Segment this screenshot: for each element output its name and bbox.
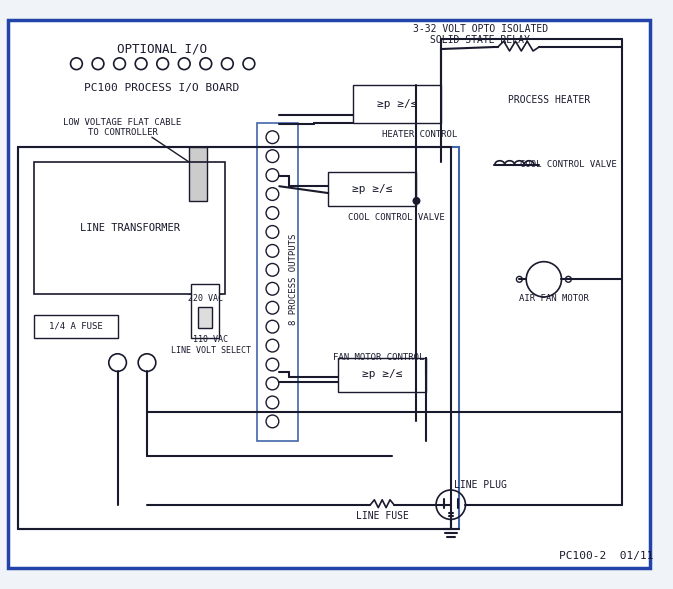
Text: PROCESS HEATER: PROCESS HEATER <box>507 95 590 105</box>
Text: PC100 PROCESS I/O BOARD: PC100 PROCESS I/O BOARD <box>84 83 240 93</box>
Text: OPTIONAL I/O: OPTIONAL I/O <box>116 42 207 55</box>
Bar <box>191 284 219 338</box>
Text: LINE FUSE: LINE FUSE <box>356 511 409 521</box>
Text: COOL CONTROL VALVE: COOL CONTROL VALVE <box>520 160 616 169</box>
Bar <box>189 147 207 201</box>
Text: 8 PROCESS OUTPUTS: 8 PROCESS OUTPUTS <box>289 234 298 325</box>
Bar <box>328 171 417 206</box>
Text: ≥p ≥/≤: ≥p ≥/≤ <box>362 369 402 379</box>
Text: 1/4 A FUSE: 1/4 A FUSE <box>48 322 102 331</box>
Text: LINE PLUG: LINE PLUG <box>454 480 507 490</box>
Bar <box>34 315 118 338</box>
Bar <box>353 85 441 123</box>
Bar <box>338 358 426 392</box>
Circle shape <box>413 198 419 204</box>
Text: FAN MOTOR CONTROL: FAN MOTOR CONTROL <box>333 353 425 362</box>
Bar <box>34 162 225 294</box>
Text: 3-32 VOLT OPTO ISOLATED
SOLID STATE RELAY: 3-32 VOLT OPTO ISOLATED SOLID STATE RELA… <box>413 24 548 45</box>
Text: LOW VOLTAGE FLAT CABLE
TO CONTROLLER: LOW VOLTAGE FLAT CABLE TO CONTROLLER <box>63 118 182 137</box>
Text: PC100-2  01/11: PC100-2 01/11 <box>559 551 653 561</box>
Text: ≥p ≥/≤: ≥p ≥/≤ <box>352 184 392 194</box>
Text: 220 VAC: 220 VAC <box>188 294 223 303</box>
Bar <box>17 147 458 529</box>
Text: ≥p ≥/≤: ≥p ≥/≤ <box>377 99 417 109</box>
Bar <box>198 307 212 328</box>
Text: LINE TRANSFORMER: LINE TRANSFORMER <box>80 223 180 233</box>
Text: HEATER CONTROL: HEATER CONTROL <box>382 130 458 139</box>
Text: COOL CONTROL VALVE: COOL CONTROL VALVE <box>348 213 445 222</box>
Text: 110 VAC
LINE VOLT SELECT: 110 VAC LINE VOLT SELECT <box>171 335 250 355</box>
Text: AIR FAN MOTOR: AIR FAN MOTOR <box>519 294 589 303</box>
Bar <box>256 123 298 441</box>
